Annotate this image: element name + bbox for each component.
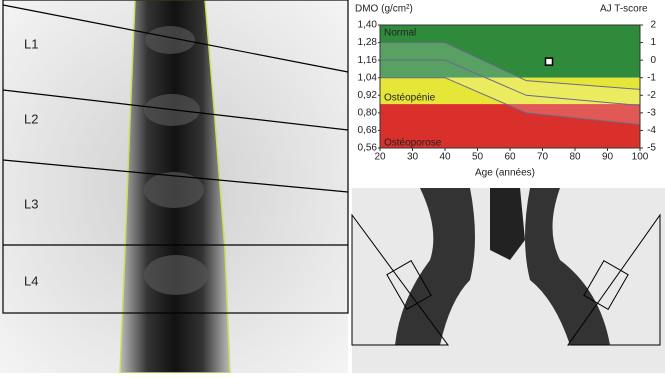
hip-scan bbox=[352, 188, 665, 373]
zone-label: Ostéopénie bbox=[384, 93, 436, 104]
x-tick-label: 90 bbox=[602, 152, 614, 163]
vertebra-label: L2 bbox=[24, 111, 38, 126]
x-tick-label: 20 bbox=[374, 152, 386, 163]
zone-label: Normal bbox=[384, 28, 416, 39]
x-tick-label: 40 bbox=[439, 152, 451, 163]
y-axis-label: DMO (g/cm²) bbox=[355, 4, 413, 15]
vertebra-label: L3 bbox=[24, 196, 38, 211]
y-tick-label: 0,92 bbox=[358, 90, 378, 101]
x-tick-label: 60 bbox=[504, 152, 516, 163]
y2-tick-label: 0 bbox=[650, 55, 656, 66]
x-tick-label: 30 bbox=[407, 152, 419, 163]
vertebra-label: L1 bbox=[24, 36, 38, 51]
y-tick-label: 1,40 bbox=[358, 20, 378, 31]
y2-tick-label: -5 bbox=[647, 143, 656, 154]
y2-tick-label: -4 bbox=[647, 125, 656, 136]
x-tick-label: 80 bbox=[569, 152, 581, 163]
data-point bbox=[546, 58, 553, 65]
y-tick-label: 1,04 bbox=[358, 72, 378, 83]
x-axis-label: Age (années) bbox=[475, 168, 535, 179]
x-tick-label: 70 bbox=[537, 152, 549, 163]
y-tick-label: 1,28 bbox=[358, 37, 378, 48]
page: L1 L2 L3 L4 DMO (g/cm²) AJ T-score Age (… bbox=[0, 0, 665, 373]
y2-tick-label: 2 bbox=[650, 20, 656, 31]
chart: DMO (g/cm²) AJ T-score Age (années) Norm… bbox=[355, 4, 656, 179]
y2-axis-label: AJ T-score bbox=[600, 4, 648, 15]
y-tick-label: 1,16 bbox=[358, 55, 378, 66]
y-tick-label: 0,80 bbox=[358, 107, 378, 118]
zone-label: Ostéoporose bbox=[384, 138, 442, 149]
x-tick-label: 100 bbox=[632, 152, 649, 163]
spine-scan: L1 L2 L3 L4 bbox=[0, 0, 348, 373]
y-tick-label: 0,68 bbox=[358, 125, 378, 136]
y2-tick-label: 1 bbox=[650, 37, 656, 48]
y2-tick-label: -3 bbox=[647, 107, 656, 118]
vertebra-label: L4 bbox=[24, 273, 38, 288]
y2-tick-label: -1 bbox=[647, 72, 656, 83]
y2-tick-label: -2 bbox=[647, 90, 656, 101]
x-tick-label: 50 bbox=[472, 152, 484, 163]
